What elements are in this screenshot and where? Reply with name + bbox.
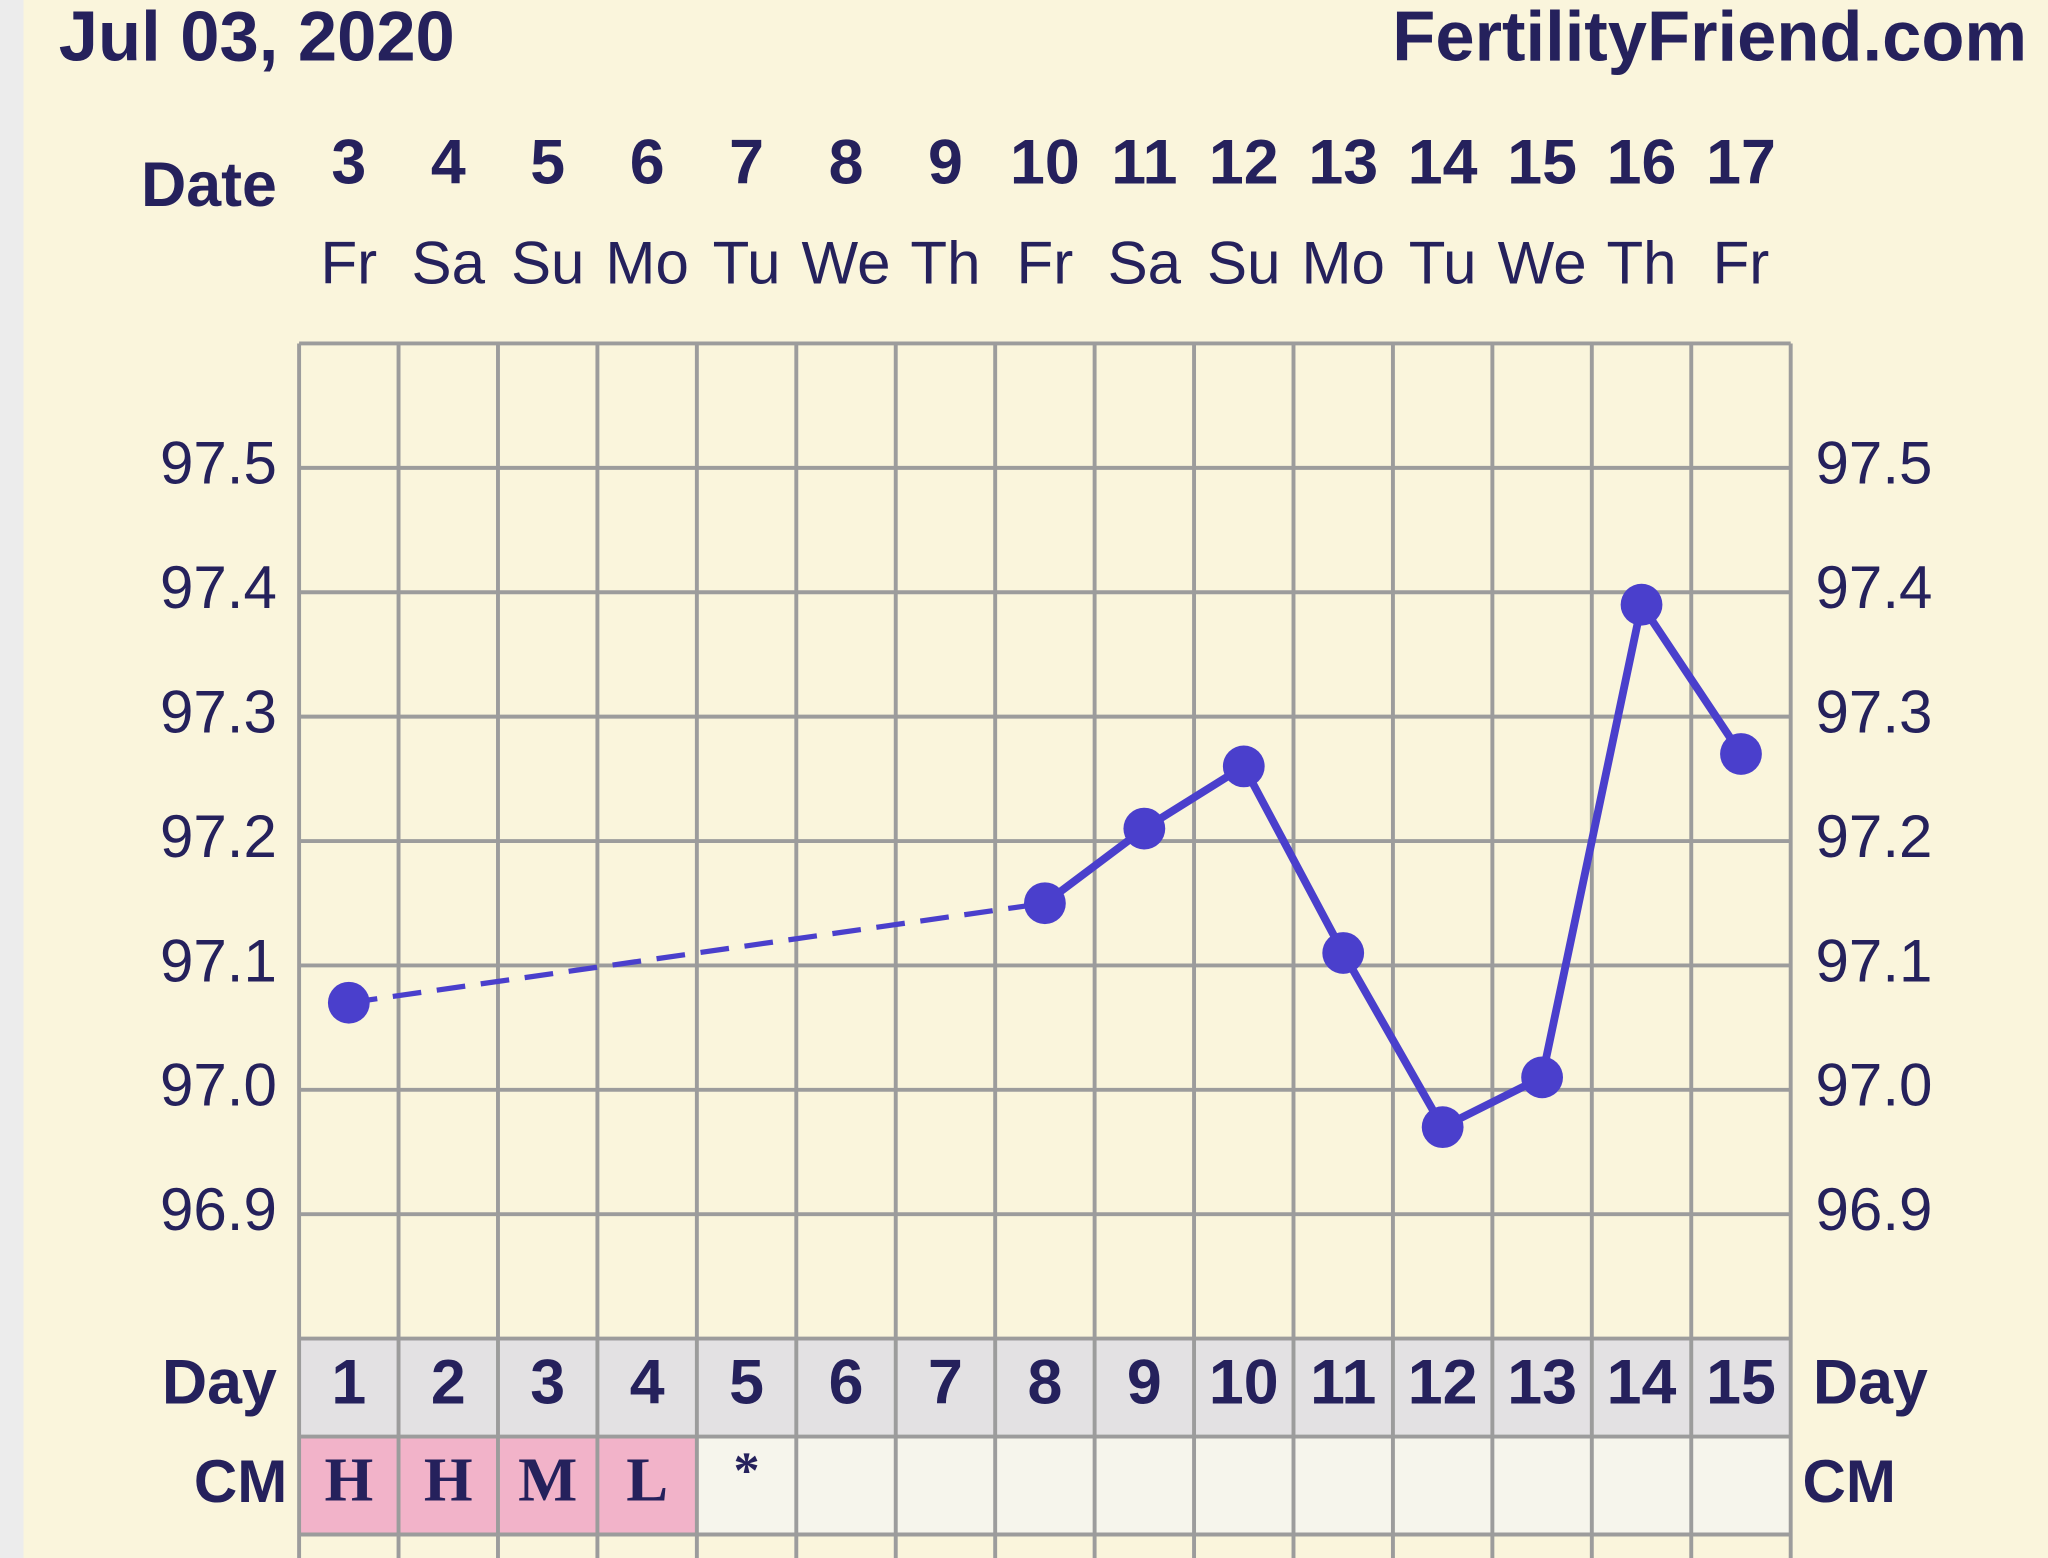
- y2-tick-label: 97.4: [1816, 554, 1933, 621]
- side-strip: [0, 0, 24, 1558]
- temp-point: [327, 981, 370, 1024]
- cm-cell: [497, 1436, 598, 1535]
- day-number: 4: [630, 1347, 665, 1417]
- cm-label: CM: [194, 1448, 287, 1515]
- weekday-label: Su: [1207, 230, 1280, 297]
- day-number: 10: [1209, 1347, 1279, 1417]
- date-label: Date: [141, 150, 277, 220]
- y2-tick-label: 97.3: [1816, 679, 1933, 746]
- weekday-label: Th: [910, 230, 980, 297]
- day-number: 14: [1607, 1347, 1677, 1417]
- weekday-label: Fr: [1017, 230, 1074, 297]
- y2-tick-label: 97.2: [1816, 803, 1933, 870]
- cm-value: L: [626, 1445, 668, 1515]
- cm-value: *: [734, 1442, 760, 1500]
- y-tick-label: 96.9: [160, 1176, 277, 1243]
- day-label: Day: [162, 1347, 277, 1417]
- date-label: 11: [1111, 128, 1177, 198]
- day-number: 13: [1507, 1347, 1577, 1417]
- day-number: 3: [530, 1347, 565, 1417]
- cm-value: M: [518, 1445, 577, 1515]
- source: FertilityFriend.com: [1392, 0, 2027, 75]
- day-number: 9: [1127, 1347, 1162, 1417]
- date-label: 7: [729, 128, 764, 198]
- y2-tick-label: 97.1: [1816, 927, 1933, 994]
- weekday-label: Mo: [1301, 230, 1384, 297]
- temp-point: [1421, 1106, 1464, 1149]
- date-label: 4: [431, 128, 466, 198]
- cm-value: H: [324, 1445, 373, 1515]
- temp-point: [1620, 583, 1663, 626]
- weekday-label: Su: [511, 230, 584, 297]
- weekday-label: We: [802, 230, 891, 297]
- temp-point: [1222, 745, 1265, 788]
- temp-point: [1720, 733, 1762, 775]
- y-tick-label: 97.2: [160, 803, 277, 870]
- cm-cell: [398, 1436, 498, 1535]
- date-label: 10: [1010, 128, 1080, 198]
- day-number: 8: [1027, 1347, 1062, 1417]
- date-label: 6: [630, 128, 665, 198]
- date-label: 17: [1706, 128, 1776, 198]
- date-label: 15: [1507, 128, 1577, 198]
- chart-title: Jul 03, 2020: [59, 0, 455, 75]
- cm-label: CM: [1802, 1448, 1895, 1515]
- day-number: 7: [928, 1347, 963, 1417]
- weekday-label: Tu: [1409, 230, 1477, 297]
- date-label: 13: [1308, 128, 1378, 198]
- date-label: 16: [1607, 128, 1677, 198]
- weekday-label: Th: [1606, 230, 1676, 297]
- date-label: 8: [829, 128, 864, 198]
- weekday-label: Mo: [605, 230, 688, 297]
- y2-tick-label: 96.9: [1816, 1176, 1933, 1243]
- day-row: [299, 1338, 1791, 1437]
- weekday-label: Tu: [713, 230, 781, 297]
- y-tick-label: 97.0: [160, 1052, 277, 1119]
- weekday-label: Sa: [1108, 230, 1182, 297]
- day-number: 1: [331, 1347, 366, 1417]
- cm-value: H: [424, 1445, 473, 1515]
- y-tick-label: 97.4: [160, 554, 277, 621]
- y-tick-label: 97.5: [160, 430, 277, 497]
- y-tick-label: 97.3: [160, 679, 277, 746]
- weekday-label: Sa: [412, 230, 486, 297]
- weekday-label: We: [1498, 230, 1587, 297]
- gap-connector: [348, 900, 1046, 1006]
- day-number: 11: [1310, 1347, 1376, 1417]
- temp-point: [1123, 807, 1166, 850]
- day-number: 12: [1408, 1347, 1478, 1417]
- weekday-label: Fr: [320, 230, 377, 297]
- y2-tick-label: 97.5: [1816, 430, 1933, 497]
- cm-cell: [299, 1436, 399, 1535]
- day-number: 5: [729, 1347, 764, 1417]
- date-label: 14: [1408, 128, 1478, 198]
- temp-point: [1024, 882, 1066, 925]
- day-number: 2: [431, 1347, 466, 1417]
- temp-point: [1521, 1056, 1563, 1099]
- date-label: 5: [530, 128, 565, 198]
- day-number: 6: [829, 1347, 864, 1417]
- date-label: 9: [928, 128, 963, 198]
- y2-tick-label: 97.0: [1816, 1052, 1933, 1119]
- date-label: 3: [331, 128, 366, 198]
- y-tick-label: 97.1: [160, 927, 277, 994]
- day-label: Day: [1813, 1347, 1928, 1417]
- weekday-label: Fr: [1713, 230, 1770, 297]
- date-label: 12: [1209, 128, 1279, 198]
- temp-point: [1322, 932, 1365, 974]
- cm-cell: [597, 1436, 697, 1535]
- day-number: 15: [1706, 1347, 1776, 1417]
